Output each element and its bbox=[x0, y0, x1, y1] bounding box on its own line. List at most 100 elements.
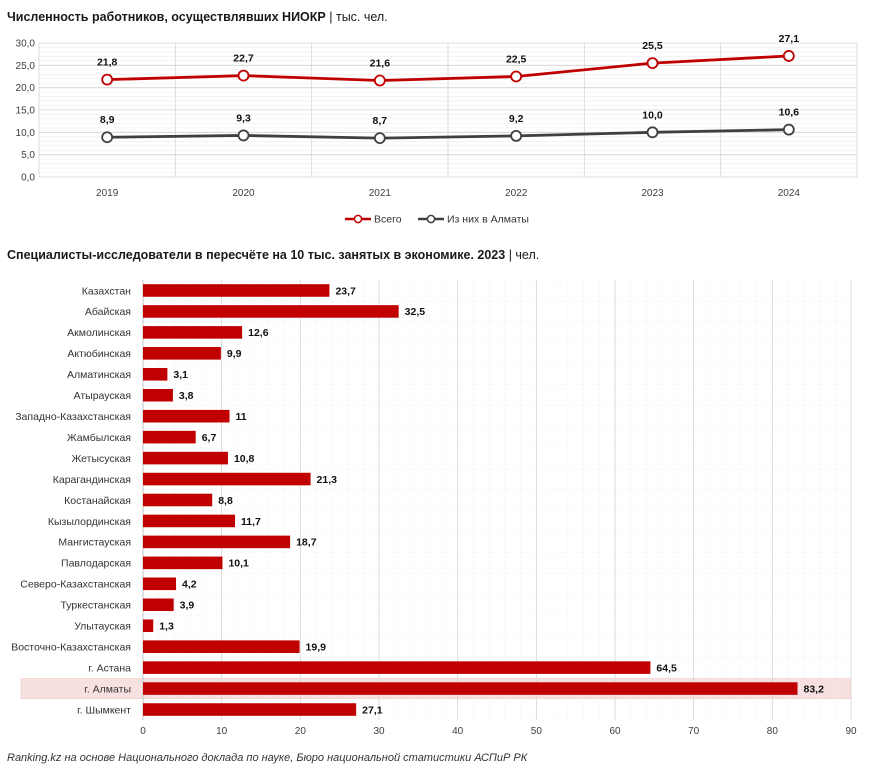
category-label: Западно-Казахстанская bbox=[15, 411, 131, 423]
bar-value-label: 18,7 bbox=[296, 537, 317, 549]
x-tick-label: 2019 bbox=[96, 188, 119, 199]
bar-value-label: 32,5 bbox=[405, 306, 426, 318]
category-label: г. Шымкент bbox=[77, 704, 131, 716]
x-tick-label: 2023 bbox=[641, 188, 664, 199]
bar-chart: 0 10 20 30 40 50 60 70 80 90 Казахстан 23,7 Абайская… bbox=[11, 279, 857, 737]
bar bbox=[143, 305, 399, 318]
x-tick-label: 0 bbox=[140, 726, 146, 737]
data-label: 21,6 bbox=[370, 58, 391, 70]
bar-value-label: 1,3 bbox=[159, 621, 174, 633]
bar bbox=[143, 409, 230, 423]
category-label: Атырауская bbox=[74, 390, 131, 402]
bar bbox=[143, 388, 173, 402]
bar bbox=[143, 640, 300, 653]
x-tick-label: 2024 bbox=[778, 188, 801, 199]
y-tick-label: 25,0 bbox=[16, 61, 36, 72]
data-point bbox=[510, 130, 523, 142]
bar-value-label: 27,1 bbox=[362, 704, 383, 716]
bar-value-label: 4,2 bbox=[182, 579, 197, 591]
category-label: Актюбинская bbox=[67, 348, 131, 360]
bar-value-label: 8,8 bbox=[218, 495, 233, 507]
x-tick-label: 30 bbox=[373, 726, 385, 737]
data-label: 10,0 bbox=[642, 109, 663, 121]
x-tick-label: 10 bbox=[216, 726, 228, 737]
data-label: 9,3 bbox=[236, 112, 251, 124]
data-label: 27,1 bbox=[779, 33, 800, 45]
bar-value-label: 3,9 bbox=[180, 600, 195, 612]
bar-value-label: 11 bbox=[236, 411, 247, 423]
category-label: Абайская bbox=[85, 306, 131, 318]
category-label: Мангистауская bbox=[58, 537, 131, 549]
x-tick-label: 60 bbox=[609, 726, 621, 737]
bar bbox=[143, 284, 330, 297]
category-label: Костанайская bbox=[64, 495, 131, 507]
category-label: Казахстан bbox=[82, 285, 131, 297]
bar-value-label: 9,9 bbox=[227, 348, 242, 360]
bar-value-label: 23,7 bbox=[335, 285, 356, 297]
x-tick-label: 40 bbox=[452, 726, 464, 737]
data-point bbox=[101, 131, 114, 144]
x-tick-label: 50 bbox=[531, 726, 543, 737]
y-tick-label: 20,0 bbox=[16, 83, 36, 94]
data-label: 10,6 bbox=[779, 107, 800, 119]
y-tick-label: 15,0 bbox=[16, 106, 36, 117]
bar-chart-unit: чел. bbox=[515, 248, 540, 262]
x-tick-label: 80 bbox=[767, 726, 779, 737]
bar-value-label: 83,2 bbox=[804, 683, 825, 695]
bar-value-label: 6,7 bbox=[202, 432, 217, 444]
bar bbox=[143, 556, 223, 570]
bar bbox=[143, 451, 228, 465]
data-point bbox=[510, 70, 523, 83]
bar bbox=[143, 472, 311, 486]
line-chart: 0,0 5,0 10,0 15,0 20,0 25,0 30,0 2019 2020 2021 20… bbox=[16, 33, 858, 226]
category-label: Восточно-Казахстанская bbox=[11, 641, 131, 653]
bar-value-label: 10,1 bbox=[228, 558, 249, 570]
category-label: Алматинская bbox=[67, 369, 131, 381]
bar-chart-title-text: Специалисты-исследователи в пересчёте на… bbox=[7, 248, 506, 262]
category-label: Карагандинская bbox=[53, 474, 131, 486]
category-label: Жетысуская bbox=[72, 453, 131, 465]
y-tick-label: 30,0 bbox=[16, 39, 36, 50]
category-label: Кызылординская bbox=[48, 516, 131, 528]
bar-value-label: 19,9 bbox=[306, 641, 327, 653]
category-label: г. Алматы bbox=[84, 683, 131, 695]
category-label: Туркестанская bbox=[60, 600, 131, 612]
data-label: 8,7 bbox=[373, 115, 388, 127]
category-label: г. Астана bbox=[88, 662, 131, 674]
data-point bbox=[646, 126, 659, 139]
line-chart-title: Численность работников, осуществлявших Н… bbox=[7, 10, 388, 24]
legend-label: Всего bbox=[374, 214, 402, 226]
bar-value-label: 10,8 bbox=[234, 453, 255, 465]
data-point bbox=[782, 123, 795, 136]
data-point bbox=[237, 129, 250, 142]
data-point bbox=[782, 50, 795, 62]
category-label: Акмолинская bbox=[67, 327, 131, 339]
data-label: 25,5 bbox=[642, 40, 663, 52]
bar bbox=[143, 703, 357, 716]
bar bbox=[143, 326, 243, 339]
data-point bbox=[237, 69, 250, 82]
data-label: 8,9 bbox=[100, 114, 115, 126]
bar bbox=[143, 619, 154, 632]
y-tick-label: 10,0 bbox=[16, 128, 36, 139]
category-label: Павлодарская bbox=[61, 558, 131, 570]
line-chart-unit: тыс. чел. bbox=[335, 10, 388, 24]
data-label: 22,5 bbox=[506, 54, 527, 66]
bar bbox=[143, 514, 236, 528]
bar bbox=[143, 577, 177, 591]
bar-value-label: 3,8 bbox=[179, 390, 194, 402]
bar bbox=[143, 347, 221, 360]
x-tick-label: 90 bbox=[845, 726, 857, 737]
x-tick-label: 2022 bbox=[505, 188, 528, 199]
data-point bbox=[646, 57, 659, 69]
data-label: 21,8 bbox=[97, 57, 118, 69]
y-tick-label: 0,0 bbox=[21, 173, 35, 184]
category-label: Жамбылская bbox=[67, 432, 131, 444]
data-label: 22,7 bbox=[233, 53, 254, 65]
bar bbox=[143, 661, 651, 674]
data-point bbox=[373, 74, 386, 87]
bar-value-label: 11,7 bbox=[241, 516, 261, 528]
legend-label: Из них в Алматы bbox=[447, 214, 529, 226]
data-point bbox=[101, 73, 114, 86]
